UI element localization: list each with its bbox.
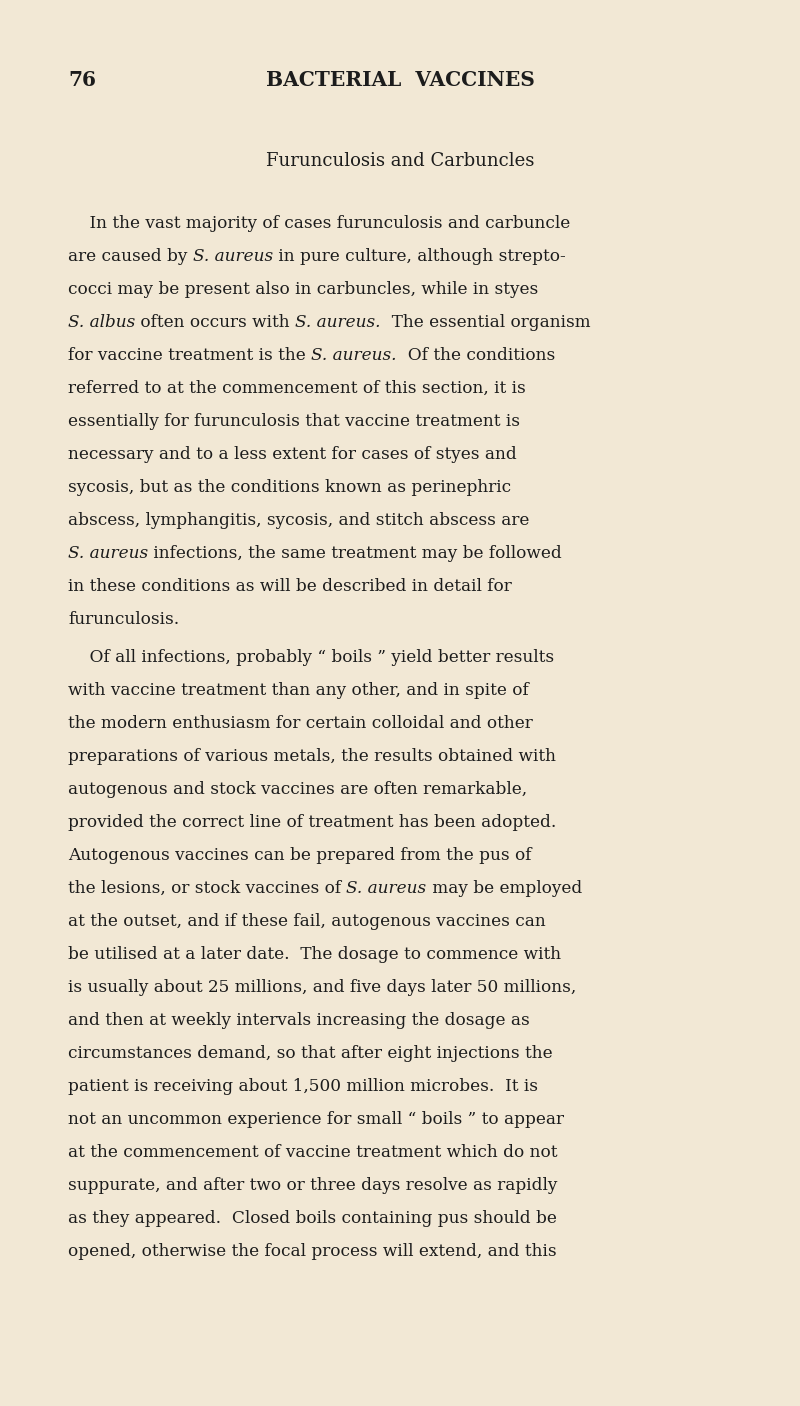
Text: Furunculosis and Carbuncles: Furunculosis and Carbuncles <box>266 152 534 170</box>
Text: for vaccine treatment is the: for vaccine treatment is the <box>68 347 311 364</box>
Text: S. aureus: S. aureus <box>68 546 148 562</box>
Text: S. albus: S. albus <box>68 314 135 330</box>
Text: essentially for furunculosis that vaccine treatment is: essentially for furunculosis that vaccin… <box>68 413 520 430</box>
Text: are caused by: are caused by <box>68 247 193 264</box>
Text: infections, the same treatment may be followed: infections, the same treatment may be fo… <box>148 546 562 562</box>
Text: in pure culture, although strepto-: in pure culture, although strepto- <box>273 247 566 264</box>
Text: Autogenous vaccines can be prepared from the pus of: Autogenous vaccines can be prepared from… <box>68 846 531 865</box>
Text: autogenous and stock vaccines are often remarkable,: autogenous and stock vaccines are often … <box>68 780 527 799</box>
Text: suppurate, and after two or three days resolve as rapidly: suppurate, and after two or three days r… <box>68 1177 558 1194</box>
Text: 76: 76 <box>68 70 96 90</box>
Text: furunculosis.: furunculosis. <box>68 612 179 628</box>
Text: S. aureus: S. aureus <box>193 247 273 264</box>
Text: not an uncommon experience for small “ boils ” to appear: not an uncommon experience for small “ b… <box>68 1111 564 1128</box>
Text: necessary and to a less extent for cases of styes and: necessary and to a less extent for cases… <box>68 446 517 463</box>
Text: often occurs with: often occurs with <box>135 314 295 330</box>
Text: the modern enthusiasm for certain colloidal and other: the modern enthusiasm for certain colloi… <box>68 716 533 733</box>
Text: Of all infections, probably “ boils ” yield better results: Of all infections, probably “ boils ” yi… <box>68 650 554 666</box>
Text: Of the conditions: Of the conditions <box>397 347 555 364</box>
Text: at the outset, and if these fail, autogenous vaccines can: at the outset, and if these fail, autoge… <box>68 912 546 929</box>
Text: in these conditions as will be described in detail for: in these conditions as will be described… <box>68 578 512 595</box>
Text: S. aureus.: S. aureus. <box>311 347 397 364</box>
Text: the lesions, or stock vaccines of: the lesions, or stock vaccines of <box>68 880 346 897</box>
Text: S. aureus: S. aureus <box>346 880 426 897</box>
Text: opened, otherwise the focal process will extend, and this: opened, otherwise the focal process will… <box>68 1243 557 1260</box>
Text: The essential organism: The essential organism <box>381 314 590 330</box>
Text: referred to at the commencement of this section, it is: referred to at the commencement of this … <box>68 380 526 396</box>
Text: In the vast majority of cases furunculosis and carbuncle: In the vast majority of cases furunculos… <box>68 215 570 232</box>
Text: as they appeared.  Closed boils containing pus should be: as they appeared. Closed boils containin… <box>68 1211 557 1227</box>
Text: circumstances demand, so that after eight injections the: circumstances demand, so that after eigh… <box>68 1045 553 1062</box>
Text: patient is receiving about 1,500 million microbes.  It is: patient is receiving about 1,500 million… <box>68 1078 538 1095</box>
Text: provided the correct line of treatment has been adopted.: provided the correct line of treatment h… <box>68 814 556 831</box>
Text: is usually about 25 millions, and five days later 50 millions,: is usually about 25 millions, and five d… <box>68 979 576 995</box>
Text: S. aureus.: S. aureus. <box>295 314 381 330</box>
Text: preparations of various metals, the results obtained with: preparations of various metals, the resu… <box>68 748 556 765</box>
Text: at the commencement of vaccine treatment which do not: at the commencement of vaccine treatment… <box>68 1144 558 1161</box>
Text: cocci may be present also in carbuncles, while in styes: cocci may be present also in carbuncles,… <box>68 281 538 298</box>
Text: abscess, lymphangitis, sycosis, and stitch abscess are: abscess, lymphangitis, sycosis, and stit… <box>68 512 530 529</box>
Text: sycosis, but as the conditions known as perinephric: sycosis, but as the conditions known as … <box>68 479 511 496</box>
Text: be utilised at a later date.  The dosage to commence with: be utilised at a later date. The dosage … <box>68 946 561 963</box>
Text: and then at weekly intervals increasing the dosage as: and then at weekly intervals increasing … <box>68 1012 530 1029</box>
Text: may be employed: may be employed <box>426 880 582 897</box>
Text: with vaccine treatment than any other, and in spite of: with vaccine treatment than any other, a… <box>68 682 529 699</box>
Text: BACTERIAL  VACCINES: BACTERIAL VACCINES <box>266 70 534 90</box>
